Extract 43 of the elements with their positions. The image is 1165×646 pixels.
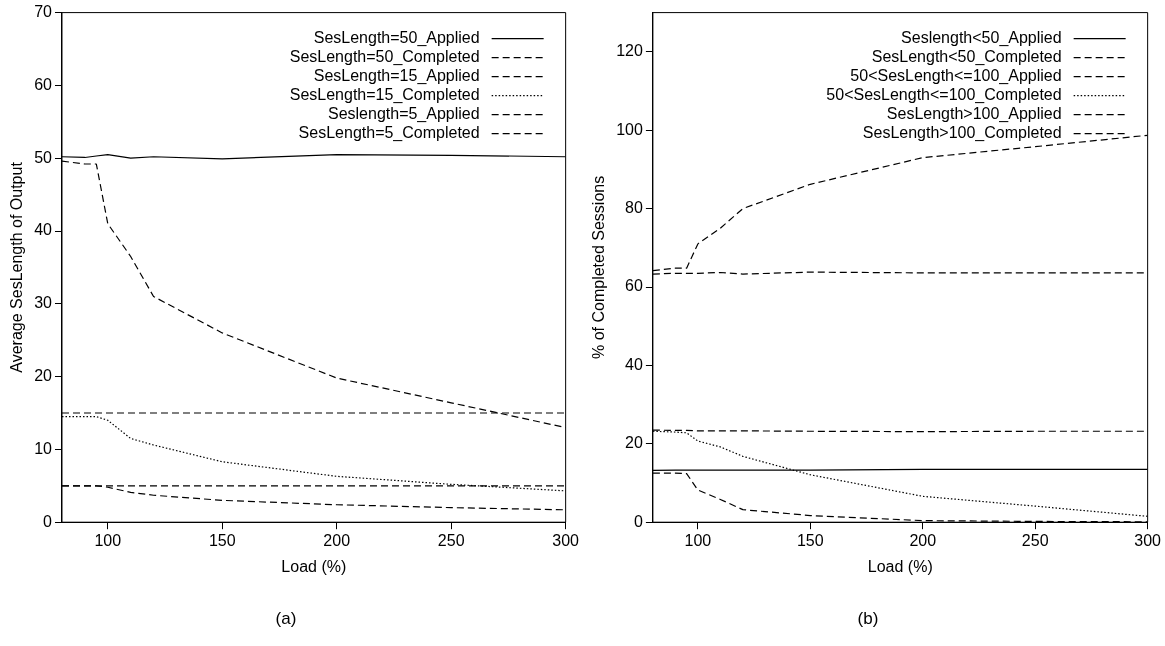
x-tick-label: 300: [1134, 532, 1162, 550]
x-tick-label: 100: [94, 532, 122, 550]
legend-label: SesLength>100_Completed: [862, 124, 1062, 143]
legend-label: SesLength=50_Applied: [313, 29, 480, 48]
legend-label: Seslength=5_Applied: [327, 105, 480, 124]
y-tick-label: 0: [43, 512, 53, 530]
x-tick-label: 300: [552, 532, 580, 550]
legend-label: 50<SesLength<=100_Completed: [826, 86, 1062, 105]
legend-label: SesLength>100_Applied: [886, 105, 1062, 124]
y-axis-title: % of Completed Sessions: [590, 175, 608, 359]
y-tick-label: 60: [625, 277, 643, 295]
legend-label: SesLength<50_Completed: [871, 48, 1062, 67]
x-tick-label: 250: [1021, 532, 1049, 550]
x-axis-title: Load (%): [867, 558, 933, 576]
text: (b): [857, 609, 879, 629]
y-tick-label: 50: [34, 148, 53, 166]
y-tick-label: 20: [625, 434, 643, 452]
y-tick-label: 120: [616, 42, 643, 60]
y-tick-label: 40: [34, 221, 53, 239]
y-tick-label: 10: [34, 439, 53, 457]
x-tick-label: 150: [796, 532, 824, 550]
legend-label: SesLength=50_Completed: [289, 48, 480, 67]
y-axis-title: Average SesLength of Output: [8, 161, 26, 373]
legend-label: SesLength=15_Completed: [289, 86, 480, 105]
legend-label: SesLength=15_Applied: [313, 67, 480, 86]
legend-label: 50<SesLength<=100_Applied: [850, 67, 1062, 86]
x-tick-label: 250: [437, 532, 465, 550]
y-tick-label: 60: [34, 75, 53, 93]
x-tick-label: 200: [323, 532, 351, 550]
x-tick-label: 100: [684, 532, 712, 550]
y-tick-label: 70: [34, 3, 53, 21]
legend-label: Seslength<50_Applied: [901, 29, 1062, 48]
x-tick-label: 200: [909, 532, 937, 550]
y-tick-label: 20: [34, 367, 53, 385]
y-tick-label: 0: [633, 512, 643, 530]
y-tick-label: 30: [34, 294, 53, 312]
text: (a): [275, 609, 297, 629]
y-tick-label: 100: [616, 120, 643, 138]
y-tick-label: 80: [625, 199, 643, 217]
x-tick-label: 150: [208, 532, 236, 550]
x-axis-title: Load (%): [281, 558, 347, 576]
legend-label: SesLength=5_Completed: [298, 124, 480, 143]
y-tick-label: 40: [625, 355, 643, 373]
